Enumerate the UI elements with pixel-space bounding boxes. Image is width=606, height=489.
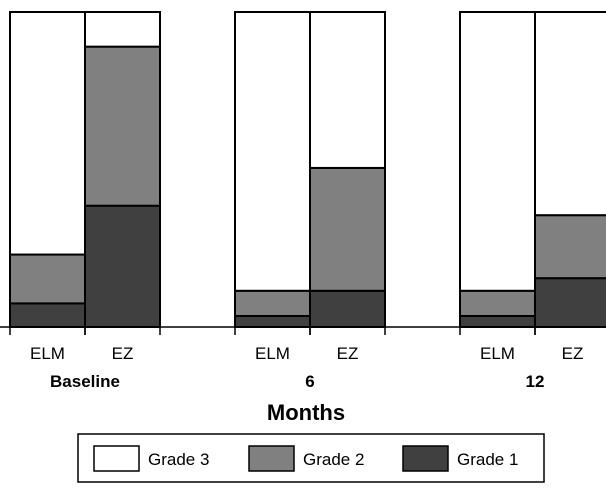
bar-segment-grade-3 [84, 11, 161, 48]
bars-layer [9, 11, 606, 329]
legend-label: Grade 2 [303, 450, 364, 469]
bar-segment-grade-3 [9, 11, 86, 256]
bar-segment-grade-3 [309, 11, 386, 169]
tick-label: ELM [480, 344, 515, 363]
bar-segment-grade-2 [84, 45, 161, 207]
group-labels: Baseline 6 12 [50, 372, 544, 391]
tick-label: ELM [255, 344, 290, 363]
tick-label: EZ [337, 344, 359, 363]
bar-segment-grade-2 [459, 289, 536, 317]
bar-segment-grade-3 [459, 11, 536, 292]
legend: Grade 3 Grade 2 Grade 1 [77, 433, 545, 483]
bar-segment-grade-1 [234, 314, 311, 329]
x-axis-label: Months [267, 400, 345, 425]
bar-segment-grade-1 [9, 302, 86, 328]
bar-segment-grade-3 [534, 11, 606, 217]
legend-box [77, 433, 545, 483]
tick-labels: ELM EZ ELM EZ ELM EZ [9, 327, 584, 363]
group-label: Baseline [50, 372, 120, 391]
legend-swatch [93, 445, 140, 472]
bar-segment-grade-2 [309, 166, 386, 292]
bar-segment-grade-1 [84, 204, 161, 329]
legend-swatch [402, 445, 449, 472]
tick-label: EZ [562, 344, 584, 363]
bar-segment-grade-3 [234, 11, 311, 292]
legend-swatch [248, 445, 295, 472]
bar-segment-grade-1 [309, 289, 386, 328]
bar-segment-grade-2 [534, 214, 606, 280]
bar-segment-grade-2 [9, 253, 86, 305]
bar-segment-grade-1 [459, 314, 536, 329]
group-label: 6 [305, 372, 314, 391]
legend-label: Grade 1 [457, 450, 518, 469]
legend-label: Grade 3 [148, 450, 209, 469]
tick-label: EZ [112, 344, 134, 363]
bar-segment-grade-1 [534, 277, 606, 328]
tick-label: ELM [30, 344, 65, 363]
group-label: 12 [526, 372, 545, 391]
bar-segment-grade-2 [234, 289, 311, 317]
